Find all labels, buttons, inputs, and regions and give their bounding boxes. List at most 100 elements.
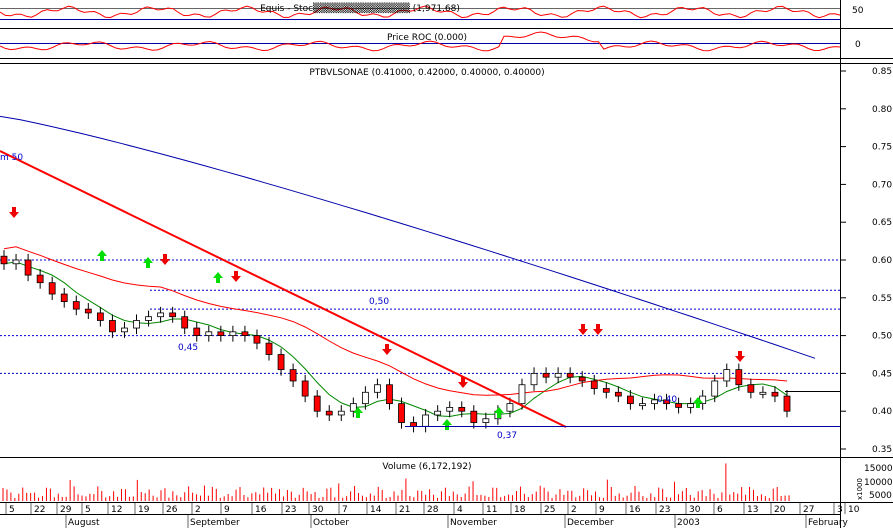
- price-tick-label: 0.40: [872, 407, 892, 417]
- level-label-045: 0,45: [178, 343, 198, 353]
- date-tick-label: 5: [85, 505, 91, 515]
- date-tick-label: 26: [166, 505, 178, 515]
- candle-up: [121, 327, 128, 333]
- date-tick-label: 20: [774, 505, 786, 515]
- candle-up: [229, 331, 237, 337]
- candle-up: [518, 384, 526, 405]
- level-label-037: 0,37: [497, 431, 517, 441]
- date-tick-label: 5: [9, 505, 15, 515]
- candle-up: [723, 369, 731, 382]
- price-tick-label: 0.80: [872, 105, 892, 115]
- month-label: 2003: [677, 518, 700, 528]
- sell-arrow-icon: [735, 351, 745, 362]
- candle-down: [60, 293, 68, 302]
- month-label: September: [190, 518, 240, 528]
- price-panel[interactable]: PTBVLSONAE (0.41000, 0.42000, 0.40000, 0…: [0, 67, 892, 455]
- candle-down: [36, 274, 44, 284]
- volume-title: Volume (6,172,192): [382, 462, 471, 472]
- date-tick-label: 23: [659, 505, 670, 515]
- downtrend-line: [0, 150, 567, 428]
- candle-down: [325, 410, 333, 416]
- date-tick-label: 30: [689, 505, 701, 515]
- ma-label: m 50: [0, 153, 23, 163]
- candle-up: [374, 384, 381, 393]
- buy-arrow-icon: [693, 397, 703, 408]
- candle-down: [301, 380, 309, 397]
- date-tick-label: 27: [803, 505, 814, 515]
- candle-down: [289, 369, 297, 382]
- candle-up: [422, 414, 430, 427]
- date-tick-label: 16: [629, 505, 641, 515]
- date-tick-label: 12: [111, 505, 122, 515]
- candle-down: [313, 395, 321, 412]
- volume-tick-5000: 5000: [869, 491, 892, 501]
- candle-up: [651, 399, 658, 405]
- level-label-040: 0,40: [657, 395, 677, 405]
- candle-up: [530, 372, 538, 386]
- date-tick-label: 23: [285, 505, 296, 515]
- candle-up: [759, 391, 767, 395]
- candle-down: [0, 255, 8, 265]
- roc-panel[interactable]: Price ROC (0.000) 0: [0, 31, 861, 52]
- price-tick-label: 0.50: [872, 332, 892, 342]
- volume-panel[interactable]: Volume (6,172,192) 15000 10000 5000 x100…: [2, 462, 893, 501]
- stochastic-panel[interactable]: Equis - Stoc▒▒▒▒▒▒▒▒▒▒▒▒▒▒ (1,971.68) 50: [0, 2, 864, 20]
- candle-down: [470, 410, 478, 423]
- candle-down: [277, 354, 285, 371]
- roc-right-tick: 0: [855, 40, 861, 50]
- sell-arrow-icon: [458, 377, 468, 388]
- stochastic-title: Equis - Stoc▒▒▒▒▒▒▒▒▒▒▒▒▒▒ (1,971.68): [260, 2, 460, 14]
- candle-down: [410, 422, 417, 427]
- candle-down: [253, 335, 261, 344]
- price-tick-label: 0.35: [872, 445, 892, 455]
- roc-title: Price ROC (0.000): [387, 33, 467, 43]
- candle-up: [205, 331, 213, 337]
- signal-arrows: [9, 207, 745, 430]
- candle-up: [145, 316, 152, 321]
- buy-arrow-icon: [353, 407, 363, 418]
- candle-up: [506, 403, 514, 412]
- candle-down: [217, 331, 225, 337]
- month-label: February: [808, 518, 849, 528]
- price-title: PTBVLSONAE (0.41000, 0.42000, 0.40000, 0…: [309, 68, 544, 78]
- candle-down: [84, 308, 92, 314]
- candle-down: [169, 312, 177, 318]
- price-tick-label: 0.60: [872, 256, 892, 266]
- dashed-levels: [0, 259, 840, 374]
- date-tick-label: 22: [34, 505, 45, 515]
- candle-down: [602, 388, 610, 393]
- red-moving-average: [3, 246, 788, 396]
- candle-down: [109, 320, 116, 333]
- sell-arrow-icon: [9, 207, 19, 218]
- candle-down: [265, 342, 273, 355]
- stochastic-right-tick: 50: [852, 6, 864, 16]
- month-label: December: [567, 518, 614, 528]
- date-tick-label: 21: [399, 505, 410, 515]
- price-tick-label: 0.75: [872, 143, 892, 153]
- date-tick-label: 18: [514, 505, 526, 515]
- date-tick-label: 3: [837, 505, 843, 515]
- date-tick-label: 25: [544, 505, 555, 515]
- month-label: November: [450, 518, 497, 528]
- candle-up: [711, 380, 719, 397]
- date-tick-label: 9: [224, 505, 230, 515]
- buy-arrow-icon: [494, 407, 504, 418]
- candle-down: [542, 372, 550, 378]
- candle-down: [675, 403, 682, 408]
- sell-arrow-icon: [160, 254, 170, 265]
- date-tick-label: 16: [255, 505, 267, 515]
- candle-up: [434, 410, 442, 416]
- candle-down: [458, 407, 466, 412]
- candle-down: [72, 301, 80, 310]
- stochastic-line: [0, 5, 841, 19]
- candle-up: [12, 259, 20, 265]
- candle-down: [590, 380, 598, 389]
- candle-down: [627, 395, 634, 405]
- candle-down: [181, 316, 189, 329]
- volume-tick-15000: 15000: [864, 464, 893, 474]
- date-axis: 5 22 29 5 12 19 26 2 9 16 23 30 7 14 21 28 4 11 18 25 2 9 16 23…: [0, 503, 860, 528]
